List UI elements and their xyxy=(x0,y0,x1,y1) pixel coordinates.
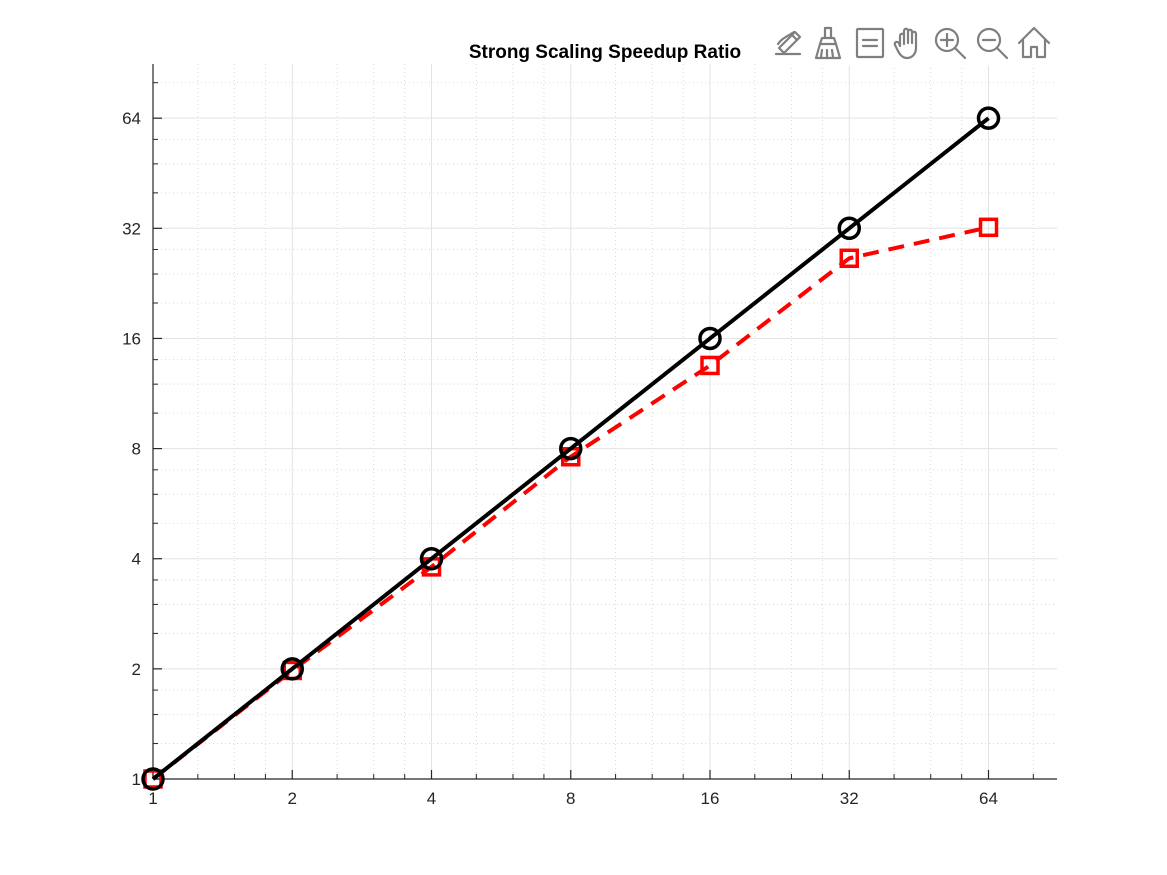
data-point-square[interactable] xyxy=(978,217,999,238)
y-tick-label: 32 xyxy=(122,219,141,238)
x-tick-label: 4 xyxy=(427,789,436,808)
zoom-in-icon[interactable] xyxy=(932,24,968,62)
y-tick-label: 16 xyxy=(122,329,141,348)
series-line xyxy=(151,116,990,781)
data-point-circle[interactable] xyxy=(976,106,1001,130)
minor-grid xyxy=(153,64,1057,779)
data-tips-icon[interactable] xyxy=(852,24,888,62)
axes xyxy=(152,64,1057,780)
y-tick-label: 8 xyxy=(132,440,141,459)
x-tick-label: 1 xyxy=(148,789,157,808)
data-point-square[interactable] xyxy=(143,769,163,789)
axes-toolbar xyxy=(766,20,1060,66)
data-point-square[interactable] xyxy=(839,248,860,269)
pan-hand-icon[interactable] xyxy=(892,24,928,62)
data-point-circle[interactable] xyxy=(837,216,862,241)
zoom-out-icon[interactable] xyxy=(974,24,1010,62)
x-tick-label: 8 xyxy=(566,789,575,808)
brush-icon[interactable] xyxy=(810,24,846,62)
series-layer xyxy=(141,106,1001,791)
data-point-circle[interactable] xyxy=(698,326,722,351)
y-tick-label: 1 xyxy=(132,770,141,789)
tick-labels: 1 2 4 8 16 32 64 1 2 4 8 16 32 64 xyxy=(122,109,998,808)
y-tick-label: 2 xyxy=(132,660,141,679)
home-icon[interactable] xyxy=(1016,24,1052,62)
data-point-circle[interactable] xyxy=(419,546,444,571)
data-point-circle[interactable] xyxy=(559,436,583,461)
chart-title: Strong Scaling Speedup Ratio xyxy=(469,42,741,63)
series-2 xyxy=(141,106,1001,791)
plot-area[interactable] xyxy=(141,64,1057,791)
series-line xyxy=(151,225,989,781)
x-tick-label: 32 xyxy=(840,789,859,808)
x-tick-label: 16 xyxy=(701,789,720,808)
y-tick-label: 4 xyxy=(132,550,141,569)
x-tick-label: 2 xyxy=(288,789,297,808)
data-point-square[interactable] xyxy=(700,355,720,376)
y-tick-label: 64 xyxy=(122,109,141,128)
edit-plot-icon[interactable] xyxy=(770,24,806,62)
data-point-circle[interactable] xyxy=(141,767,165,791)
data-point-circle[interactable] xyxy=(280,657,305,681)
x-tick-label: 64 xyxy=(979,789,998,808)
